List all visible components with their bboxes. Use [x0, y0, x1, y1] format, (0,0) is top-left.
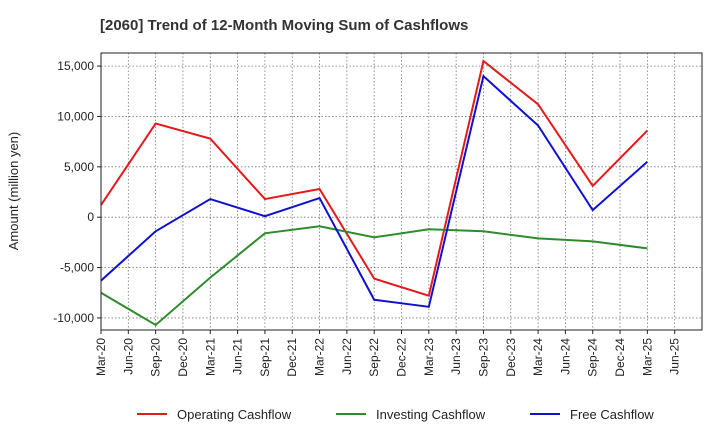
series-line-investing-cashflow: [100, 225, 648, 327]
y-axis-label: Amount (million yen): [6, 132, 21, 251]
y-tick-label: -5,000: [60, 261, 94, 275]
x-tick-label: Mar-22: [313, 338, 327, 376]
x-tick-label: Dec-20: [176, 338, 190, 377]
series-lines: [100, 59, 649, 327]
x-tick-label: Dec-24: [613, 338, 627, 377]
x-tick-label: Jun-23: [449, 338, 463, 375]
x-tick-label: Jun-24: [558, 338, 572, 375]
x-tick-label: Mar-21: [203, 338, 217, 376]
y-tick-label: -10,000: [53, 311, 94, 325]
series-line-operating-cashflow: [100, 59, 649, 298]
legend-label: Free Cashflow: [570, 407, 654, 422]
x-tick-label: Mar-23: [422, 338, 436, 376]
x-tick-label: Jun-20: [121, 338, 135, 375]
x-tick-label: Jun-22: [340, 338, 354, 375]
legend-label: Operating Cashflow: [177, 407, 292, 422]
chart-title: [2060] Trend of 12-Month Moving Sum of C…: [100, 17, 468, 34]
x-tick-label: Jun-25: [668, 338, 682, 375]
y-tick-label: 15,000: [57, 59, 94, 73]
y-tick-labels: 15,000 10,000 5,000 0 -5,000 -10,000: [53, 59, 101, 325]
x-tick-label: Dec-23: [504, 338, 518, 377]
y-tick-label: 5,000: [64, 160, 94, 174]
x-tick-label: Mar-25: [640, 338, 654, 376]
x-tick-label: Sep-21: [258, 338, 272, 377]
x-tick-label: Sep-24: [586, 338, 600, 377]
grid-lines: [100, 53, 702, 330]
x-tick-label: Sep-20: [149, 338, 163, 377]
y-tick-label: 10,000: [57, 109, 94, 123]
x-tick-label: Sep-23: [476, 338, 490, 377]
legend: Operating Cashflow Investing Cashflow Free…: [137, 407, 654, 422]
y-tick-label: 0: [87, 210, 94, 224]
x-tick-label: Sep-22: [367, 338, 381, 377]
x-tick-label: Dec-21: [285, 338, 299, 377]
x-tick-labels: Mar-20 Jun-20 Sep-20 Dec-20 Mar-21 Jun-21 Sep-…: [94, 330, 682, 377]
legend-label: Investing Cashflow: [376, 407, 486, 422]
series-line-free-cashflow: [100, 74, 649, 308]
x-tick-label: Jun-21: [231, 338, 245, 375]
x-tick-label: Mar-20: [94, 338, 108, 376]
x-tick-label: Dec-22: [395, 338, 409, 377]
x-tick-label: Mar-24: [531, 338, 545, 376]
